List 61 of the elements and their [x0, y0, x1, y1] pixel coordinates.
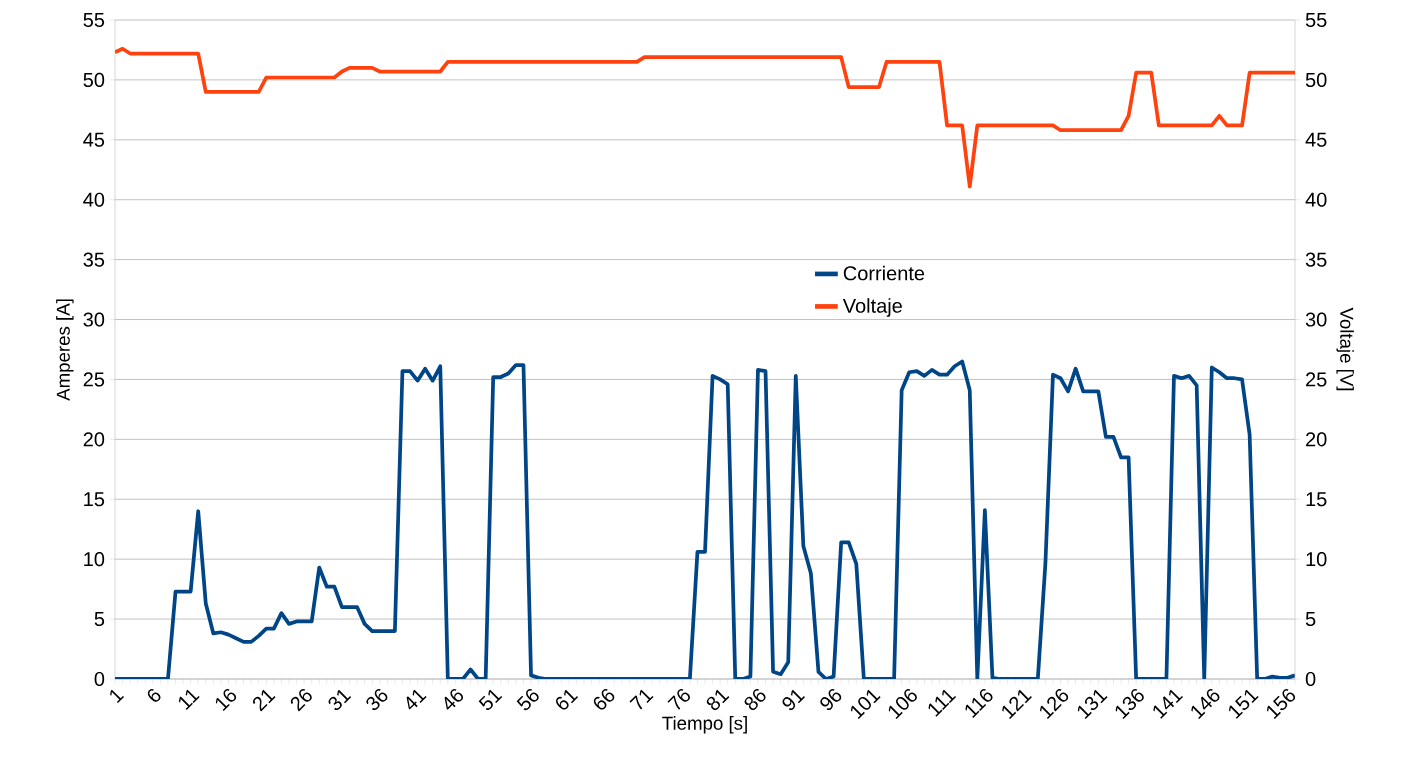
- x-tick-label: 96: [820, 688, 842, 711]
- x-tick-label: 146: [1191, 688, 1220, 719]
- y-tick-label: 40: [83, 192, 105, 207]
- y2-tick-label: 55: [1305, 13, 1327, 27]
- y-axis-title: Amperes [A]: [56, 299, 74, 401]
- y-tick-label: 15: [84, 492, 105, 507]
- x-tick-label: 61: [556, 689, 579, 710]
- y2-tick-label: 15: [1306, 492, 1327, 507]
- x-tick-label: 51: [478, 689, 503, 711]
- y-tick-label: 10: [84, 552, 105, 567]
- y-tick-label: 50: [83, 72, 105, 87]
- y2-tick-label: 30: [1305, 312, 1327, 327]
- x-tick-label: 71: [629, 689, 654, 710]
- x-tick-label: 86: [744, 688, 766, 711]
- x-tick-label: 41: [406, 689, 427, 710]
- x-tick-label: 91: [782, 689, 805, 711]
- x-tick-label: 106: [888, 688, 917, 719]
- x-tick-label: 46: [444, 688, 464, 710]
- y2-tick-label: 45: [1305, 132, 1327, 147]
- x-tick-label: 121: [1002, 689, 1032, 719]
- x-tick-label: 136: [1115, 688, 1144, 719]
- x-tick-label: 1: [110, 689, 125, 704]
- x-tick-label: 76: [667, 688, 690, 710]
- y2-tick-label: 50: [1305, 72, 1327, 87]
- x-tick-label: 36: [366, 688, 388, 711]
- y-tick-label: 25: [83, 372, 105, 387]
- x-tick-label: 16: [215, 688, 237, 712]
- y-tick-label: 5: [94, 612, 105, 627]
- y2-tick-label: 25: [1306, 372, 1327, 387]
- y2-tick-label: 35: [1305, 252, 1327, 267]
- x-tick-label: 56: [516, 688, 539, 711]
- x-tick-label: 11: [178, 689, 200, 710]
- y-tick-label: 55: [83, 13, 105, 27]
- x-tick-label: 126: [1040, 688, 1069, 719]
- y-tick-label: 0: [94, 671, 105, 687]
- y2-tick-label: 20: [1306, 432, 1327, 447]
- x-tick-label: 131: [1077, 689, 1108, 719]
- x-tick-label: 21: [252, 689, 276, 712]
- x-tick-label: 31: [328, 689, 352, 711]
- x-tick-label: 151: [1228, 689, 1259, 719]
- y2-tick-label: 0: [1305, 671, 1316, 687]
- y2-tick-label: 40: [1305, 192, 1327, 207]
- x-tick-label: 81: [706, 689, 730, 711]
- y2-tick-label: 5: [1305, 612, 1316, 627]
- y-tick-label: 30: [83, 312, 105, 327]
- y-tick-label: 45: [83, 132, 105, 147]
- y-tick-label: 35: [83, 252, 105, 267]
- y-tick-label: 20: [83, 432, 105, 447]
- x-tick-label: 111: [928, 689, 957, 717]
- x-tick-label: 6: [147, 688, 161, 702]
- x-axis-title: Tiempo [s]: [662, 716, 747, 734]
- y2-axis-title: Voltaje [V]: [1336, 307, 1354, 391]
- x-tick-label: 116: [965, 688, 993, 718]
- x-tick-label: 141: [1153, 689, 1184, 719]
- legend-label: Corriente: [843, 265, 925, 281]
- x-tick-label: 66: [593, 688, 615, 710]
- x-tick-label: 26: [290, 688, 312, 712]
- x-tick-label: 101: [850, 689, 881, 719]
- legend-label: Voltaje: [842, 298, 902, 317]
- y2-tick-label: 10: [1306, 552, 1327, 567]
- x-tick-label: 156: [1266, 688, 1296, 719]
